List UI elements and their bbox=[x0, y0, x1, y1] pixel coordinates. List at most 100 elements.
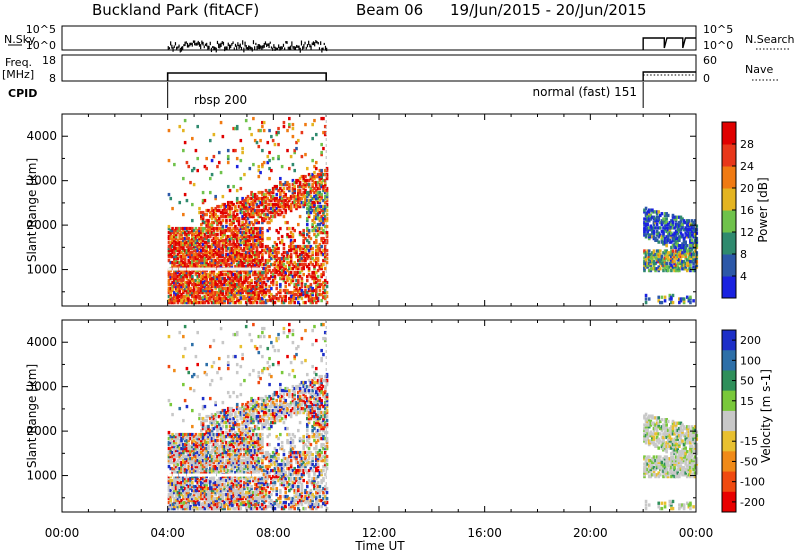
power-cell bbox=[212, 260, 216, 265]
power-cell bbox=[665, 235, 668, 239]
noise-sample bbox=[237, 42, 239, 46]
power-cell bbox=[307, 254, 311, 259]
power-cell bbox=[239, 254, 243, 259]
noise-right-tick-high: 10^5 bbox=[703, 23, 733, 36]
velocity-cell bbox=[183, 466, 187, 471]
power-cell bbox=[318, 278, 322, 283]
power-cell bbox=[226, 286, 230, 291]
power-cell bbox=[275, 296, 279, 301]
power-cell bbox=[208, 262, 212, 267]
power-cell bbox=[647, 228, 651, 232]
power-cell bbox=[201, 298, 205, 303]
power-cell bbox=[692, 224, 695, 228]
power-cell bbox=[318, 248, 322, 253]
power-cell bbox=[275, 206, 279, 211]
power-cell bbox=[200, 226, 203, 231]
power-cell bbox=[244, 264, 248, 269]
power-cell bbox=[282, 254, 286, 259]
power-cell bbox=[279, 276, 282, 281]
power-cell bbox=[668, 261, 672, 266]
power-cell bbox=[192, 288, 196, 293]
power-cell bbox=[182, 228, 185, 233]
power-cell bbox=[191, 240, 194, 245]
power-cell bbox=[255, 202, 259, 207]
velocity-cell bbox=[232, 490, 235, 495]
power-cell bbox=[219, 296, 223, 301]
power-cell bbox=[289, 280, 293, 285]
power-cell bbox=[325, 224, 329, 229]
power-cell bbox=[228, 256, 232, 261]
power-cell bbox=[167, 300, 171, 305]
velocity-cell bbox=[171, 432, 174, 437]
power-cell bbox=[302, 246, 305, 251]
power-cell bbox=[289, 300, 293, 305]
power-cell bbox=[316, 258, 320, 263]
velocity-cell bbox=[212, 488, 216, 493]
power-cell bbox=[241, 150, 244, 155]
power-cell bbox=[325, 290, 329, 295]
velocity-cell bbox=[216, 490, 219, 495]
power-cell bbox=[255, 210, 259, 215]
power-cell bbox=[167, 240, 171, 245]
power-cell bbox=[201, 216, 205, 221]
velocity-cell bbox=[178, 446, 182, 451]
power-cell bbox=[304, 200, 307, 205]
power-cell bbox=[221, 290, 225, 295]
power-cell bbox=[298, 248, 302, 253]
noise-sample bbox=[276, 47, 279, 51]
power-cell bbox=[243, 264, 246, 269]
power-cell bbox=[219, 222, 223, 227]
velocity-cell bbox=[196, 474, 200, 479]
velocity-cell bbox=[185, 482, 189, 487]
power-cell bbox=[279, 180, 282, 185]
power-cell bbox=[253, 226, 257, 231]
power-cell bbox=[266, 212, 270, 217]
power-cell bbox=[200, 276, 203, 281]
power-cell bbox=[646, 229, 649, 234]
velocity-cell bbox=[228, 496, 232, 501]
power-cell bbox=[205, 246, 208, 251]
power-cell bbox=[169, 300, 173, 305]
power-cell bbox=[681, 217, 684, 221]
power-cell bbox=[185, 276, 189, 281]
power-cell bbox=[298, 288, 302, 293]
noise-sample bbox=[318, 47, 321, 50]
power-cell bbox=[234, 282, 237, 287]
power-cell bbox=[232, 278, 235, 283]
power-cell bbox=[239, 226, 243, 231]
power-cell bbox=[279, 284, 282, 289]
power-cell bbox=[288, 204, 291, 209]
velocity-cell bbox=[173, 456, 176, 461]
power-cell bbox=[644, 260, 648, 264]
velocity-cell bbox=[234, 506, 237, 511]
power-cell bbox=[234, 242, 237, 247]
power-cell bbox=[252, 212, 255, 217]
power-cell bbox=[252, 292, 255, 297]
velocity-cell bbox=[208, 470, 212, 475]
velocity-cell bbox=[189, 462, 192, 467]
power-cell bbox=[284, 280, 288, 285]
velocity-cell bbox=[178, 438, 182, 443]
power-cell bbox=[189, 242, 192, 247]
velocity-cell bbox=[217, 494, 221, 499]
power-cell bbox=[674, 229, 678, 234]
velocity-cell bbox=[216, 462, 219, 467]
power-cell bbox=[646, 249, 649, 253]
power-cell bbox=[273, 204, 277, 209]
velocity-cell bbox=[191, 408, 194, 413]
power-cell bbox=[286, 204, 289, 209]
power-cell bbox=[216, 218, 219, 223]
power-cell bbox=[250, 200, 253, 205]
power-cell bbox=[687, 263, 691, 267]
velocity-cell bbox=[185, 506, 189, 511]
power-cell bbox=[237, 264, 241, 269]
power-cell bbox=[678, 229, 681, 234]
power-cell bbox=[248, 292, 252, 297]
velocity-cell bbox=[185, 500, 189, 505]
power-cell bbox=[271, 282, 275, 287]
velocity-cell bbox=[196, 434, 200, 439]
velocity-cell bbox=[208, 458, 212, 463]
power-cell bbox=[309, 236, 313, 241]
velocity-cell bbox=[180, 456, 183, 461]
velocity-cell bbox=[183, 480, 187, 485]
